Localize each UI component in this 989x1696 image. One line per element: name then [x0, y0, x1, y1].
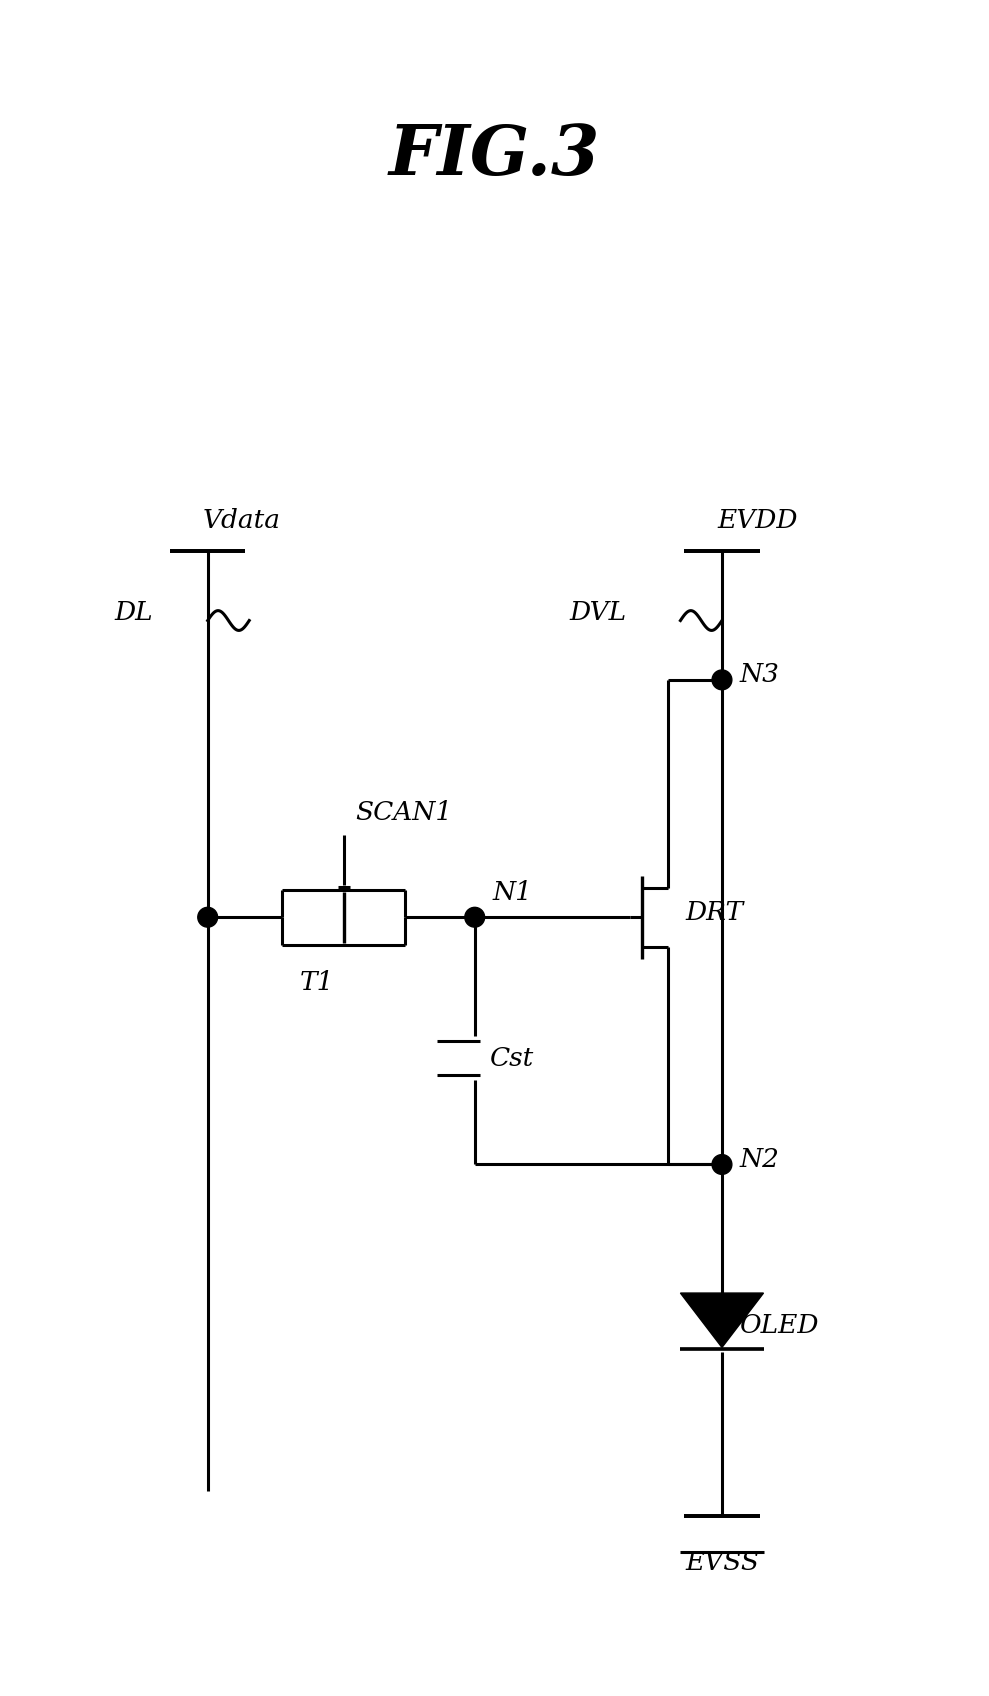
Text: EVDD: EVDD: [717, 509, 797, 534]
Circle shape: [198, 907, 218, 928]
Text: DVL: DVL: [569, 600, 626, 626]
Text: EVSS: EVSS: [685, 1550, 759, 1576]
Text: DRT: DRT: [685, 901, 744, 924]
Text: FIG.3: FIG.3: [389, 122, 600, 190]
Circle shape: [465, 907, 485, 928]
Text: Vdata: Vdata: [203, 509, 281, 534]
Text: Cst: Cst: [490, 1046, 534, 1070]
Text: T1: T1: [300, 970, 333, 994]
Text: N2: N2: [740, 1146, 779, 1172]
Text: SCAN1: SCAN1: [356, 801, 453, 826]
Circle shape: [712, 670, 732, 690]
Text: OLED: OLED: [740, 1313, 819, 1338]
Polygon shape: [680, 1292, 764, 1347]
Text: N1: N1: [493, 880, 532, 906]
Circle shape: [712, 1155, 732, 1174]
Text: DL: DL: [115, 600, 153, 626]
Text: N3: N3: [740, 663, 779, 687]
